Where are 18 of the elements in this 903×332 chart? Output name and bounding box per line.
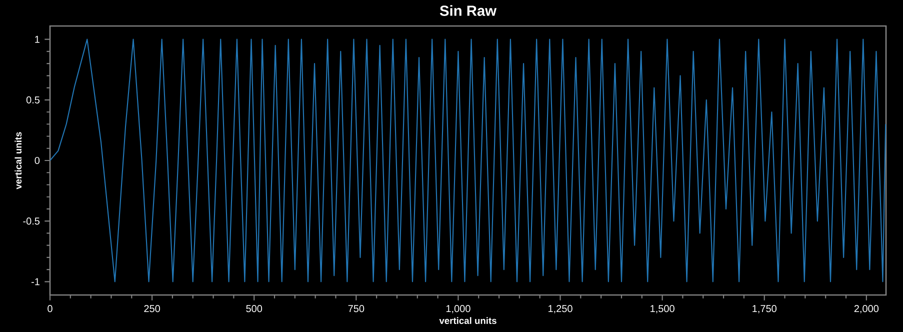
x-tick-label: 2,000 [854, 305, 879, 314]
chart-title: Sin Raw [440, 5, 497, 16]
y-tick-label: -0.5 [23, 218, 40, 225]
x-tick-label: 250 [144, 305, 160, 312]
x-tick-label: 1,500 [650, 305, 674, 314]
y-tick-label: 0.5 [26, 96, 40, 104]
x-axis-title: vertical units [439, 317, 496, 324]
x-tick-label: 1,250 [548, 305, 572, 314]
x-tick-label: 0 [48, 305, 52, 312]
x-tick-label: 750 [348, 305, 364, 312]
line-series [50, 38, 886, 282]
y-tick-label: -1 [32, 278, 40, 286]
y-tick-label: 1 [35, 36, 40, 43]
y-tick-label: 0 [34, 156, 40, 164]
y-axis-title: vertical units [14, 132, 22, 190]
x-tick-label: 500 [246, 305, 262, 312]
x-tick-label: 1,000 [446, 305, 470, 314]
x-tick-label: 1,750 [752, 305, 776, 314]
